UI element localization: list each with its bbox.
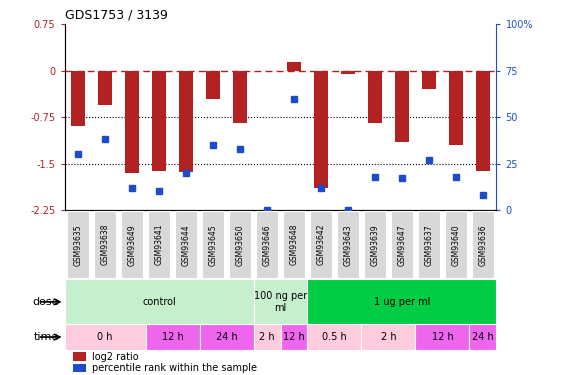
Text: GSM93650: GSM93650: [236, 224, 245, 266]
Text: control: control: [142, 297, 176, 307]
Bar: [180, 71, 193, 172]
Bar: [233, 71, 247, 123]
Bar: [307, 279, 496, 324]
Text: GSM93647: GSM93647: [398, 224, 407, 266]
Text: GSM93640: GSM93640: [452, 224, 461, 266]
Bar: [476, 71, 490, 171]
FancyBboxPatch shape: [364, 211, 387, 278]
Text: GDS1753 / 3139: GDS1753 / 3139: [65, 9, 167, 22]
Text: 1 ug per ml: 1 ug per ml: [374, 297, 430, 307]
Bar: [206, 71, 220, 99]
Bar: [368, 71, 381, 123]
Bar: [287, 62, 301, 71]
Text: GSM93635: GSM93635: [73, 224, 82, 266]
Bar: [396, 71, 409, 142]
Bar: [314, 71, 328, 188]
Bar: [65, 324, 145, 350]
Bar: [125, 71, 139, 173]
Bar: [200, 324, 254, 350]
Text: 24 h: 24 h: [215, 332, 237, 342]
Bar: [280, 324, 307, 350]
Text: 12 h: 12 h: [283, 332, 305, 342]
Bar: [254, 279, 307, 324]
Text: 2 h: 2 h: [259, 332, 275, 342]
Text: log2 ratio: log2 ratio: [91, 352, 138, 362]
Bar: [145, 324, 200, 350]
Bar: [416, 324, 470, 350]
Bar: [72, 364, 86, 372]
Bar: [422, 71, 436, 89]
Text: 2 h: 2 h: [381, 332, 396, 342]
Text: GSM93638: GSM93638: [100, 224, 109, 266]
Text: time: time: [34, 332, 59, 342]
Bar: [361, 324, 416, 350]
Bar: [341, 71, 355, 74]
Text: GSM93643: GSM93643: [343, 224, 352, 266]
Text: 12 h: 12 h: [431, 332, 453, 342]
FancyBboxPatch shape: [337, 211, 360, 278]
Text: 12 h: 12 h: [162, 332, 183, 342]
Text: 100 ng per
ml: 100 ng per ml: [254, 291, 307, 313]
Text: GSM93649: GSM93649: [127, 224, 136, 266]
FancyBboxPatch shape: [201, 211, 224, 278]
FancyBboxPatch shape: [310, 211, 333, 278]
FancyBboxPatch shape: [67, 211, 90, 278]
Text: GSM93646: GSM93646: [263, 224, 272, 266]
Text: dose: dose: [33, 297, 59, 307]
Text: percentile rank within the sample: percentile rank within the sample: [91, 363, 256, 373]
Bar: [152, 71, 165, 171]
FancyBboxPatch shape: [283, 211, 306, 278]
FancyBboxPatch shape: [174, 211, 197, 278]
Text: GSM93644: GSM93644: [182, 224, 191, 266]
Bar: [254, 324, 280, 350]
Bar: [470, 324, 496, 350]
FancyBboxPatch shape: [121, 211, 144, 278]
Bar: [71, 71, 85, 126]
Text: 0.5 h: 0.5 h: [322, 332, 347, 342]
FancyBboxPatch shape: [255, 211, 278, 278]
Text: GSM93636: GSM93636: [479, 224, 488, 266]
Text: GSM93642: GSM93642: [316, 224, 325, 266]
FancyBboxPatch shape: [390, 211, 413, 278]
FancyBboxPatch shape: [148, 211, 171, 278]
Text: GSM93648: GSM93648: [289, 224, 298, 266]
Text: GSM93637: GSM93637: [425, 224, 434, 266]
FancyBboxPatch shape: [417, 211, 440, 278]
FancyBboxPatch shape: [471, 211, 494, 278]
Bar: [449, 71, 463, 145]
Text: 0 h: 0 h: [97, 332, 113, 342]
Text: GSM93641: GSM93641: [154, 224, 163, 266]
Text: 24 h: 24 h: [472, 332, 494, 342]
Bar: [98, 71, 112, 105]
Bar: [307, 324, 361, 350]
FancyBboxPatch shape: [94, 211, 117, 278]
FancyBboxPatch shape: [444, 211, 467, 278]
Text: GSM93645: GSM93645: [209, 224, 218, 266]
FancyBboxPatch shape: [228, 211, 251, 278]
Text: GSM93639: GSM93639: [370, 224, 379, 266]
Bar: [65, 279, 254, 324]
Bar: [72, 352, 86, 361]
